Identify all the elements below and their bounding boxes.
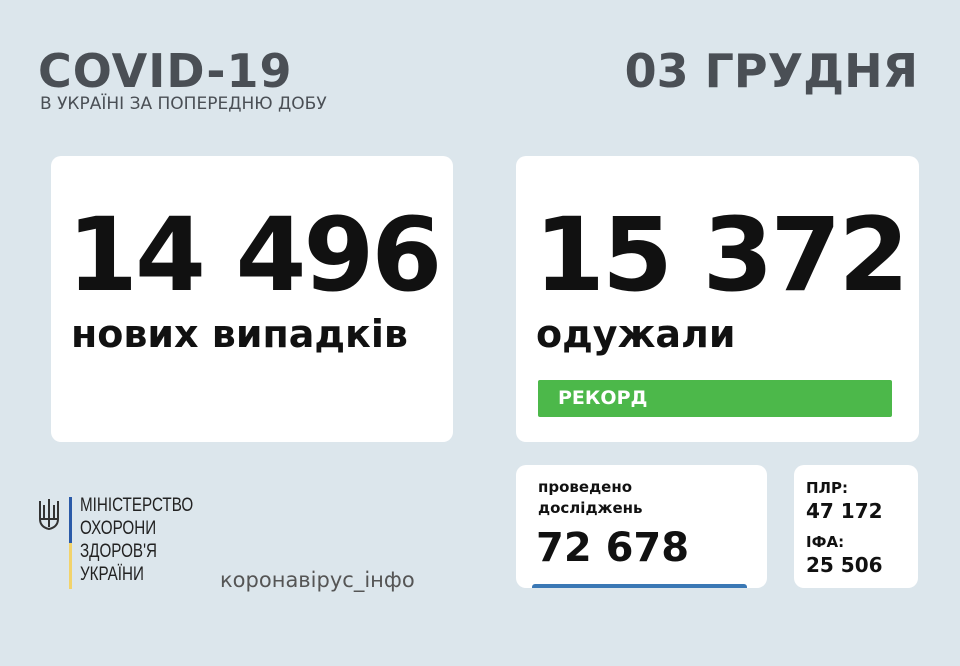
- ministry-line: ЗДОРОВ'Я: [80, 541, 157, 562]
- record-badge: РЕКОРД: [538, 380, 892, 417]
- tests-card: проведено досліджень 72 678: [516, 465, 767, 588]
- page-title: COVID-19: [38, 44, 293, 98]
- ministry-line: МІНІСТЕРСТВО: [80, 495, 194, 516]
- tests-label: проведено досліджень: [538, 477, 643, 519]
- hashtag: коронавірус_інфо: [220, 568, 415, 592]
- tests-label-line2: досліджень: [538, 499, 643, 517]
- tests-bar: [532, 584, 747, 588]
- elisa-value: 25 506: [806, 553, 883, 577]
- pcr-value: 47 172: [806, 499, 883, 523]
- ministry-line: ОХОРОНИ: [80, 518, 157, 539]
- new-cases-value: 14 496: [67, 196, 442, 315]
- trident-icon: [38, 497, 60, 535]
- new-cases-card: 14 496 нових випадків: [51, 156, 453, 442]
- ministry-line: УКРАЇНИ: [80, 564, 144, 585]
- recovered-value: 15 372: [534, 196, 909, 315]
- page-subtitle: В УКРАЇНІ ЗА ПОПЕРЕДНЮ ДОБУ: [40, 94, 327, 114]
- tests-label-line1: проведено: [538, 478, 633, 496]
- pcr-label: ПЛР:: [806, 479, 849, 497]
- flag-stripe: [69, 497, 72, 589]
- recovered-card: 15 372 одужали РЕКОРД: [516, 156, 919, 442]
- breakdown-card: ПЛР: 47 172 ІФА: 25 506: [794, 465, 918, 588]
- tests-value: 72 678: [536, 525, 690, 571]
- new-cases-label: нових випадків: [71, 312, 408, 356]
- recovered-label: одужали: [536, 312, 736, 356]
- report-date: 03 ГРУДНЯ: [624, 44, 918, 98]
- elisa-label: ІФА:: [806, 533, 845, 551]
- ministry-logo-text: МІНІСТЕРСТВО ОХОРОНИ ЗДОРОВ'Я УКРАЇНИ: [80, 494, 193, 586]
